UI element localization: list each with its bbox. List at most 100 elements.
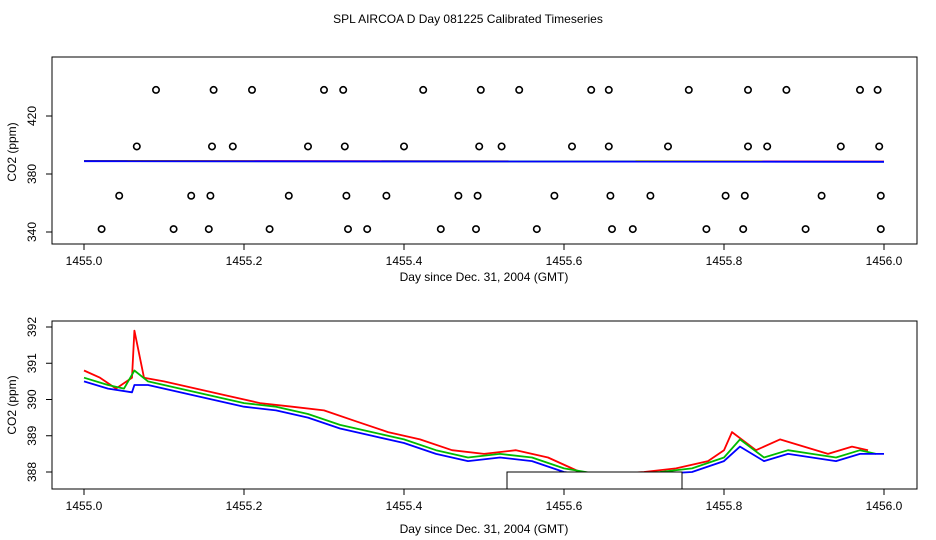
series-line-red xyxy=(83,329,869,475)
scatter-point xyxy=(743,142,752,151)
scatter-point xyxy=(628,225,637,234)
x-tick-label: 1456.0 xyxy=(866,254,903,268)
scatter-point xyxy=(342,191,351,200)
y-tick-label: 390 xyxy=(25,389,39,409)
scatter-point xyxy=(209,85,218,94)
x-tick-label: 1455.4 xyxy=(386,254,423,268)
scatter-point xyxy=(206,191,215,200)
series-line-blue xyxy=(83,380,884,477)
scatter-point xyxy=(817,191,826,200)
scatter-point xyxy=(740,191,749,200)
y-tick-label: 340 xyxy=(25,222,39,242)
bottom-y-axis-label: CO2 (ppm) xyxy=(5,375,19,434)
scatter-point xyxy=(607,225,616,234)
scatter-point xyxy=(152,85,161,94)
scatter-point xyxy=(169,225,178,234)
scatter-point xyxy=(419,85,428,94)
top-x-ticks: 1455.0 1455.2 1455.4 1455.6 1455.8 1456.0 xyxy=(66,244,903,268)
bottom-series-lines xyxy=(83,329,884,477)
scatter-point xyxy=(876,191,885,200)
scatter-point xyxy=(265,225,274,234)
bottom-x-axis-label: Day since Dec. 31, 2004 (GMT) xyxy=(400,522,569,536)
scatter-point xyxy=(319,85,328,94)
scatter-point xyxy=(303,142,312,151)
bottom-plot-frame xyxy=(51,320,918,490)
scatter-point xyxy=(476,85,485,94)
scatter-point xyxy=(604,85,613,94)
scatter-point xyxy=(763,142,772,151)
scatter-point xyxy=(663,142,672,151)
scatter-point xyxy=(475,142,484,151)
scatter-point xyxy=(382,191,391,200)
legend-box xyxy=(506,471,683,490)
top-plot-frame xyxy=(51,56,918,245)
scatter-point xyxy=(782,85,791,94)
scatter-point xyxy=(606,191,615,200)
scatter-point xyxy=(471,225,480,234)
chart-title: SPL AIRCOA D Day 081225 Calibrated Times… xyxy=(333,12,603,26)
scatter-point xyxy=(343,225,352,234)
bottom-y-ticks: 388 389 390 391 392 xyxy=(25,317,52,482)
y-tick-label: 388 xyxy=(25,462,39,482)
scatter-point xyxy=(132,142,141,151)
top-x-axis-label: Day since Dec. 31, 2004 (GMT) xyxy=(400,270,569,284)
x-tick-label: 1455.8 xyxy=(706,254,743,268)
bottom-x-ticks: 1455.0 1455.2 1455.4 1455.6 1455.8 1456.0 xyxy=(66,489,903,513)
scatter-point xyxy=(801,225,810,234)
x-tick-label: 1455.4 xyxy=(386,499,423,513)
scatter-point xyxy=(873,85,882,94)
scatter-point xyxy=(228,142,237,151)
x-tick-label: 1455.0 xyxy=(66,254,103,268)
scatter-point xyxy=(208,142,217,151)
top-y-axis-label: CO2 (ppm) xyxy=(5,122,19,181)
scatter-point xyxy=(702,225,711,234)
bottom-panel: Day since Dec. 31, 2004 (GMT) CO2 (ppm) … xyxy=(5,317,918,536)
scatter-point xyxy=(684,85,693,94)
scatter-point xyxy=(743,85,752,94)
scatter-point xyxy=(284,191,293,200)
scatter-point xyxy=(339,85,348,94)
y-tick-label: 392 xyxy=(25,317,39,337)
scatter-point xyxy=(567,142,576,151)
scatter-point xyxy=(515,85,524,94)
scatter-point xyxy=(115,191,124,200)
scatter-point xyxy=(836,142,845,151)
series-line-green xyxy=(83,369,877,475)
x-tick-label: 1455.2 xyxy=(226,499,263,513)
x-tick-label: 1455.0 xyxy=(66,499,103,513)
y-tick-label: 389 xyxy=(25,425,39,445)
top-scatter-points xyxy=(97,85,885,234)
scatter-point xyxy=(604,142,613,151)
series-line-blue xyxy=(83,160,885,163)
x-tick-label: 1455.6 xyxy=(546,254,583,268)
scatter-point xyxy=(550,191,559,200)
scatter-point xyxy=(532,225,541,234)
scatter-point xyxy=(436,225,445,234)
scatter-point xyxy=(97,225,106,234)
scatter-point xyxy=(875,142,884,151)
scatter-point xyxy=(876,225,885,234)
y-tick-label: 380 xyxy=(25,164,39,184)
scatter-point xyxy=(721,191,730,200)
scatter-point xyxy=(739,225,748,234)
scatter-point xyxy=(248,85,257,94)
scatter-point xyxy=(340,142,349,151)
scatter-point xyxy=(646,191,655,200)
scatter-point xyxy=(454,191,463,200)
x-tick-label: 1455.8 xyxy=(706,499,743,513)
x-tick-label: 1455.2 xyxy=(226,254,263,268)
scatter-point xyxy=(855,85,864,94)
scatter-point xyxy=(204,225,213,234)
x-tick-label: 1455.6 xyxy=(546,499,583,513)
scatter-point xyxy=(587,85,596,94)
top-y-ticks: 340 380 420 xyxy=(25,106,52,242)
x-tick-label: 1456.0 xyxy=(866,499,903,513)
y-tick-label: 420 xyxy=(25,106,39,126)
y-tick-label: 391 xyxy=(25,353,39,373)
top-series-lines xyxy=(83,159,885,163)
scatter-point xyxy=(363,225,372,234)
top-panel: Day since Dec. 31, 2004 (GMT) CO2 (ppm) … xyxy=(5,56,918,284)
scatter-point xyxy=(497,142,506,151)
scatter-point xyxy=(187,191,196,200)
